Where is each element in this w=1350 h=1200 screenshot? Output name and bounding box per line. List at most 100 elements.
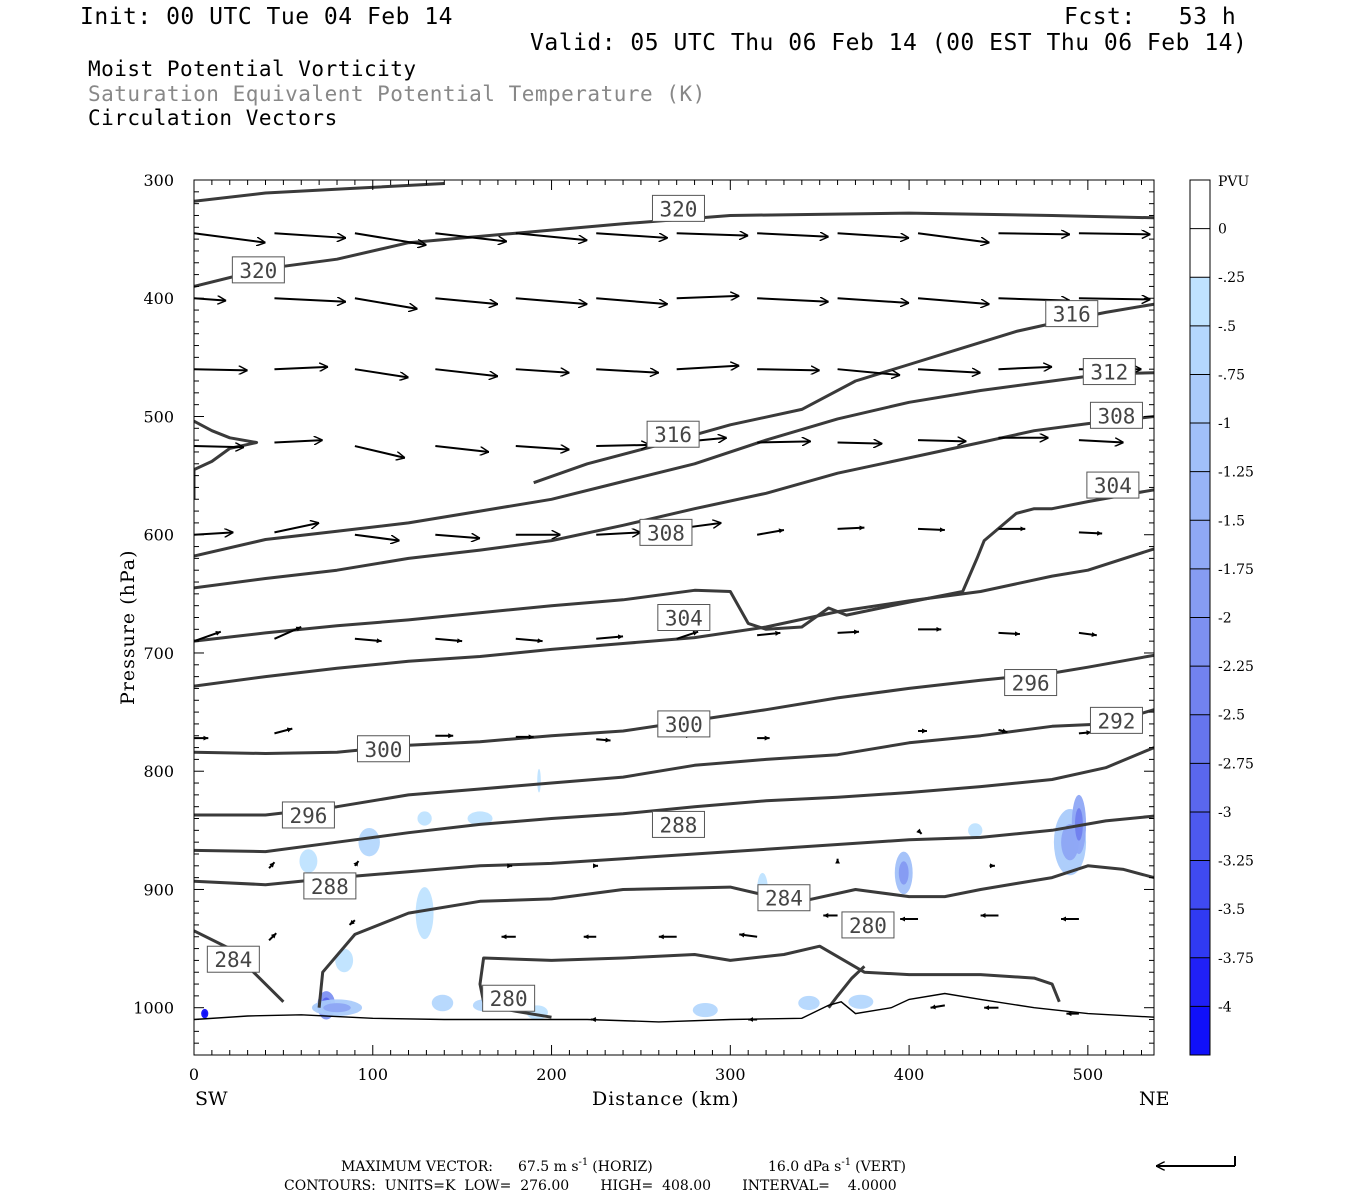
contour-label-box	[281, 801, 335, 829]
wind-vector	[353, 860, 360, 867]
vert-max: 16.0 dPa s-1 (VERT)	[768, 1157, 906, 1175]
contour-label: 304	[665, 607, 703, 631]
colorbar-swatch	[1190, 714, 1210, 764]
contour-label-box	[206, 945, 260, 973]
colorbar-swatch	[1190, 617, 1210, 667]
theta-es-contour-316	[194, 419, 259, 500]
wind-vector	[515, 297, 588, 304]
wind-vector	[193, 446, 244, 447]
title-vectors: Circulation Vectors	[88, 106, 338, 130]
colorbar-swatch	[1190, 568, 1210, 618]
pv-patch	[431, 994, 454, 1012]
colorbar-swatch	[1190, 666, 1210, 716]
wind-vector	[757, 441, 811, 442]
theta-es-contour-320	[194, 211, 1154, 288]
pv-patch	[417, 811, 432, 826]
contour-label: 304	[1094, 474, 1132, 498]
y-tick-label: 600	[143, 526, 174, 545]
wind-vector	[998, 367, 1052, 369]
pv-patch	[848, 994, 874, 1009]
pv-patch	[798, 995, 820, 1011]
wind-vector	[757, 298, 829, 302]
colorbar-swatch	[1190, 1006, 1210, 1056]
wind-vector	[515, 369, 570, 373]
y-tick-label: 1000	[133, 999, 174, 1018]
wind-vector	[596, 532, 641, 534]
x-tick-label: 100	[357, 1065, 388, 1084]
contour-label-box	[303, 872, 357, 900]
wind-vector	[193, 630, 222, 643]
colorbar-swatch	[1190, 423, 1210, 473]
contour-label: 316	[1053, 303, 1091, 327]
wind-vector	[435, 637, 463, 644]
colorbar-swatch	[1190, 325, 1210, 375]
wind-vector	[837, 368, 901, 375]
contour-label: 300	[365, 738, 403, 762]
max-vector-label: MAXIMUM VECTOR:	[341, 1159, 493, 1175]
pv-patch-core	[898, 861, 909, 885]
wind-vector	[739, 932, 758, 938]
terrain-line	[194, 992, 1154, 1023]
wind-vector	[268, 861, 276, 869]
theta-es-contour-280	[317, 864, 1154, 1008]
contour-info: CONTOURS: UNITS=K LOW= 276.00 HIGH= 408.…	[284, 1178, 897, 1194]
contour-label: 280	[490, 987, 528, 1011]
x-tick-label: 300	[715, 1065, 746, 1084]
colorbar-level-label: 0	[1218, 222, 1227, 238]
theta-es-contour-276	[827, 965, 866, 1009]
y-tick-label: 900	[143, 880, 174, 899]
forecast-hour: Fcst: 53 h	[1064, 4, 1237, 30]
wind-vector	[274, 626, 302, 640]
wind-vector	[354, 533, 400, 541]
wind-vector	[435, 232, 507, 241]
colorbar-swatch	[1190, 471, 1210, 521]
wind-vector	[998, 631, 1020, 637]
theta-es-contour-284	[194, 814, 1154, 887]
theta-es-contour-292	[194, 708, 1154, 817]
wind-vector	[274, 232, 346, 238]
contour-label: 296	[289, 804, 327, 828]
contour-label-box	[651, 194, 705, 222]
title-theta-es: Saturation Equivalent Potential Temperat…	[88, 82, 706, 106]
contour-label: 320	[239, 259, 277, 283]
wind-vector	[274, 523, 319, 534]
pv-patch-core	[323, 1003, 351, 1013]
wind-vector	[676, 366, 740, 370]
terrain-surface	[194, 992, 1154, 1023]
theta-es-contour-316	[533, 302, 1154, 485]
y-tick-label: 400	[143, 289, 174, 308]
axes: 300 400 500 600 700 800 900 1000 0 100 200 300 400 50…	[133, 171, 1154, 1084]
wind-vector	[515, 637, 543, 644]
colorbar-level-label: -4	[1218, 999, 1232, 1015]
wind-vector	[596, 297, 668, 304]
sw-label: SW	[195, 1088, 228, 1110]
wind-vector	[1078, 298, 1151, 299]
init-time: Init: 00 UTC Tue 04 Feb 14	[80, 4, 454, 30]
wind-vector	[435, 297, 498, 304]
contour-label: 284	[214, 948, 252, 972]
valid-time: Valid: 05 UTC Thu 06 Feb 14 (00 EST Thu …	[530, 30, 1248, 56]
wind-vector	[757, 630, 781, 637]
wind-vector	[917, 527, 945, 533]
wind-vector	[354, 297, 418, 309]
wind-vector	[1078, 631, 1097, 638]
colorbar-swatch	[1190, 520, 1210, 570]
colorbar-swatch	[1190, 811, 1210, 862]
wind-vector	[435, 445, 489, 452]
theta-es-contour-308	[194, 415, 1154, 590]
wind-vector	[354, 232, 427, 245]
x-tick-label: 500	[1073, 1065, 1104, 1084]
horiz-max: 67.5 m s-1 (HORIZ)	[518, 1157, 653, 1175]
wind-vector	[274, 440, 322, 442]
contour-label: 320	[660, 197, 698, 221]
wind-vector	[837, 232, 910, 238]
contour-label-box	[841, 911, 895, 939]
title-mpv: Moist Potential Vorticity	[88, 57, 417, 81]
x-tick-label: 400	[894, 1065, 925, 1084]
colorbar-level-label: -2.25	[1218, 659, 1254, 675]
wind-vector	[917, 232, 990, 242]
wind-vector	[917, 369, 981, 373]
ne-label: NE	[1139, 1088, 1170, 1110]
wind-vector	[998, 233, 1070, 234]
